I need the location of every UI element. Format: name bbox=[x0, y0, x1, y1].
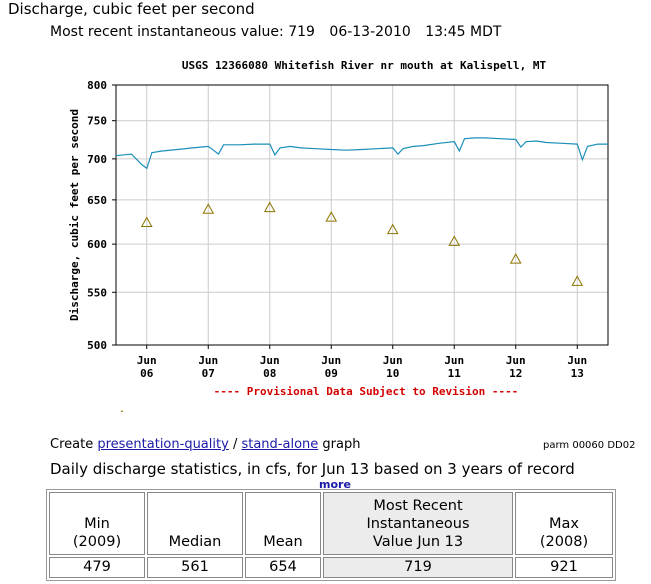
y-axis-label: Discharge, cubic feet per second bbox=[68, 109, 81, 321]
recent-value: 719 bbox=[288, 24, 315, 40]
page-title: Discharge, cubic feet per second bbox=[8, 0, 255, 18]
x-tick-day: 13 bbox=[571, 367, 584, 380]
x-tick-month: Jun bbox=[260, 354, 280, 367]
median-marker bbox=[386, 223, 399, 235]
plot-area bbox=[116, 85, 608, 345]
stand-alone-link[interactable]: stand-alone bbox=[241, 437, 319, 452]
x-tick-day: 08 bbox=[263, 367, 276, 380]
mean-value: 654 bbox=[245, 557, 321, 578]
median-header: Median bbox=[147, 492, 243, 555]
y-tick-label: 550 bbox=[87, 286, 107, 299]
create-prefix: Create bbox=[50, 437, 94, 452]
max-value: 921 bbox=[515, 557, 613, 578]
recent-date: 06-13-2010 bbox=[329, 24, 411, 40]
max-header: Max (2008) bbox=[515, 492, 613, 555]
median-marker bbox=[509, 253, 522, 264]
plot-frame bbox=[115, 84, 609, 346]
chart-title: USGS 12366080 Whitefish River nr mouth a… bbox=[182, 59, 547, 72]
x-tick-month: Jun bbox=[383, 354, 403, 367]
x-tick-month: Jun bbox=[321, 354, 341, 367]
y-tick-label: 800 bbox=[87, 79, 107, 92]
x-tick-day: 10 bbox=[386, 367, 399, 380]
x-tick-day: 12 bbox=[509, 367, 522, 380]
recent-value-line: Most recent instantaneous value: 719 06-… bbox=[50, 24, 501, 40]
more-link[interactable]: more bbox=[319, 478, 351, 491]
x-tick-day: 09 bbox=[325, 367, 338, 380]
median-marker bbox=[325, 211, 338, 222]
graph-suffix: graph bbox=[322, 437, 361, 452]
median-marker bbox=[571, 275, 584, 286]
presentation-quality-link[interactable]: presentation-quality bbox=[97, 437, 229, 452]
y-tick-label: 600 bbox=[87, 238, 107, 251]
recent-time: 13:45 MDT bbox=[425, 24, 502, 40]
median-marker bbox=[202, 203, 215, 214]
provisional-note: ---- Provisional Data Subject to Revisio… bbox=[214, 385, 519, 398]
median-marker bbox=[263, 201, 276, 213]
y-tick-label: 750 bbox=[87, 115, 107, 128]
y-tick-label: 700 bbox=[87, 153, 107, 166]
x-tick-day: 06 bbox=[140, 367, 154, 380]
legend-discharge-label: Discharge bbox=[393, 411, 453, 412]
min-value: 479 bbox=[49, 557, 145, 578]
median-marker bbox=[448, 235, 461, 246]
stats-value-row: 479 561 654 719 921 bbox=[49, 557, 613, 578]
mean-header: Mean bbox=[245, 492, 321, 555]
x-tick-day: 07 bbox=[202, 367, 215, 380]
most-recent-value: 719 bbox=[323, 557, 513, 578]
x-tick-day: 11 bbox=[448, 367, 462, 380]
discharge-chart: USGS 12366080 Whitefish River nr mouth a… bbox=[68, 59, 609, 412]
create-graph-line: Create presentation-quality / stand-alon… bbox=[50, 437, 360, 452]
discharge-line bbox=[115, 137, 608, 170]
most-recent-header: Most Recent Instantaneous Value Jun 13 bbox=[323, 492, 513, 555]
parameter-code: parm 00060 DD02 bbox=[543, 440, 636, 451]
median-value: 561 bbox=[147, 557, 243, 578]
legend-median-label: Median daily statistic (3 years) bbox=[136, 411, 348, 412]
x-tick-month: Jun bbox=[506, 354, 526, 367]
median-marker bbox=[140, 216, 153, 227]
y-tick-label: 650 bbox=[87, 194, 107, 207]
stats-header-row: Min (2009) Median Mean Most Recent Instant… bbox=[49, 492, 613, 555]
x-tick-month: Jun bbox=[444, 354, 464, 367]
x-tick-month: Jun bbox=[567, 354, 587, 367]
recent-label: Most recent instantaneous value: bbox=[50, 24, 284, 40]
x-tick-month: Jun bbox=[137, 354, 157, 367]
min-header: Min (2009) bbox=[49, 492, 145, 555]
x-tick-month: Jun bbox=[198, 354, 218, 367]
y-tick-label: 500 bbox=[87, 339, 107, 352]
legend-median-marker bbox=[120, 409, 124, 412]
stats-table: Min (2009) Median Mean Most Recent Instant… bbox=[46, 489, 616, 581]
stats-title: Daily discharge statistics, in cfs, for … bbox=[50, 460, 575, 478]
link-separator: / bbox=[232, 437, 238, 452]
